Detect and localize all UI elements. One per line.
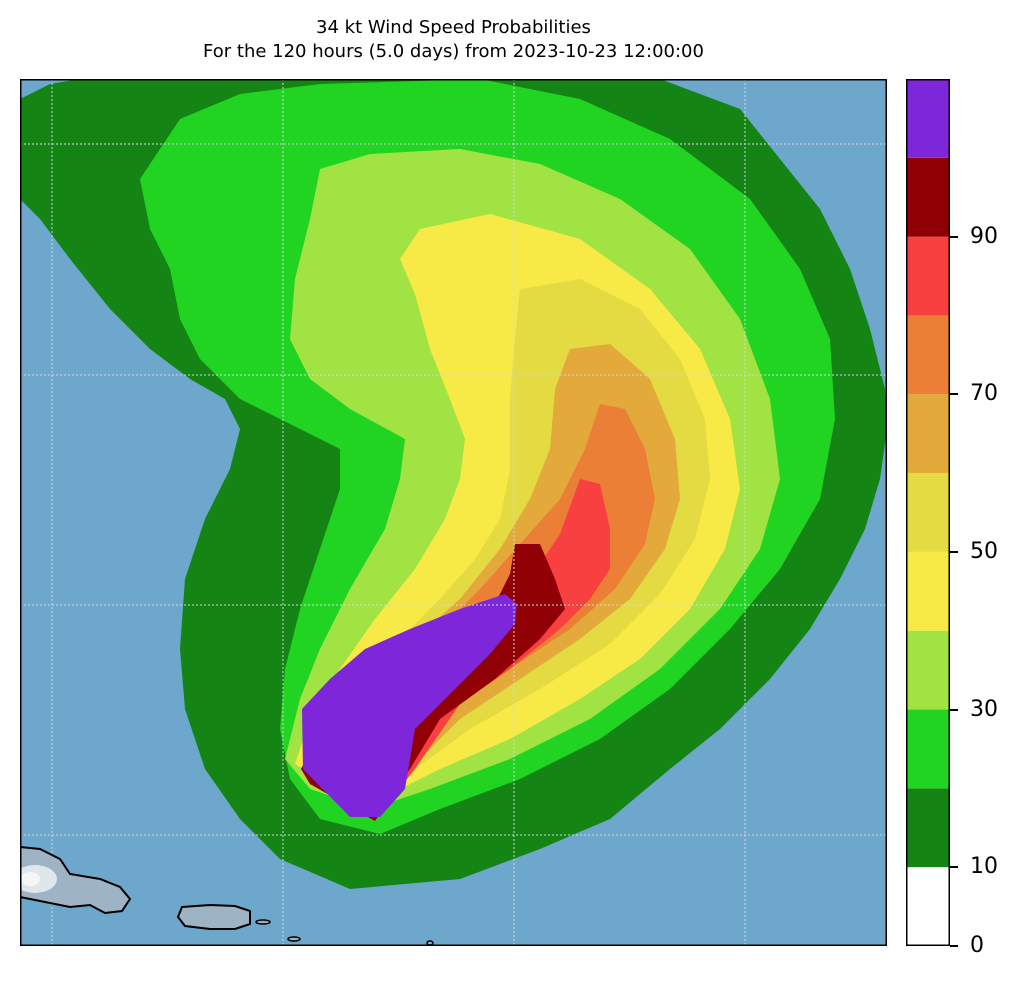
colorbar-tick-label: 10 xyxy=(970,854,998,880)
land-small-island-1 xyxy=(287,936,301,942)
colorbar-segment-20 xyxy=(906,709,950,789)
colorbar-tick-mark xyxy=(950,708,958,711)
colorbar-border xyxy=(906,79,950,946)
map-border xyxy=(20,79,887,946)
colorbar-segment-40 xyxy=(906,551,950,631)
colorbar-segment-50 xyxy=(906,473,950,552)
colorbar-segment-90 xyxy=(906,157,950,237)
colorbar-segment-80 xyxy=(906,236,950,316)
prob-band-100 xyxy=(302,594,517,817)
colorbar-tick-mark xyxy=(950,235,958,238)
colorbar-tick-label: 50 xyxy=(970,538,998,564)
map-gridlines xyxy=(20,79,887,946)
colorbar-tick-label: 70 xyxy=(970,381,998,407)
colorbar-tick-label: 30 xyxy=(970,696,998,722)
chart-title: 34 kt Wind Speed Probabilities For the 1… xyxy=(20,16,887,64)
colorbar-tick-label: 90 xyxy=(970,223,998,249)
colorbar-segment-70 xyxy=(906,315,950,395)
colorbar-segment-100 xyxy=(906,79,950,158)
colorbar-tick-mark xyxy=(950,866,958,869)
colorbar-tick-label: 0 xyxy=(970,933,984,958)
colorbar-tick-mark xyxy=(950,393,958,396)
colorbar-segment-0 xyxy=(906,867,950,946)
colorbar-tick-mark xyxy=(950,550,958,553)
title-line-1: 34 kt Wind Speed Probabilities xyxy=(316,17,591,38)
title-line-2: For the 120 hours (5.0 days) from 2023-1… xyxy=(203,41,704,62)
land-hispaniola-peak xyxy=(20,872,40,886)
land-vieques xyxy=(255,919,271,925)
colorbar-segment-30 xyxy=(906,630,950,710)
colorbar-tick-mark xyxy=(950,945,958,947)
colorbar xyxy=(906,79,950,946)
land-hispaniola xyxy=(20,845,132,915)
land-small-island-2 xyxy=(426,940,434,946)
colorbar-segment-60 xyxy=(906,394,950,474)
colorbar-segment-10 xyxy=(906,788,950,868)
land-puerto-rico xyxy=(176,903,251,930)
probability-map xyxy=(20,79,887,946)
